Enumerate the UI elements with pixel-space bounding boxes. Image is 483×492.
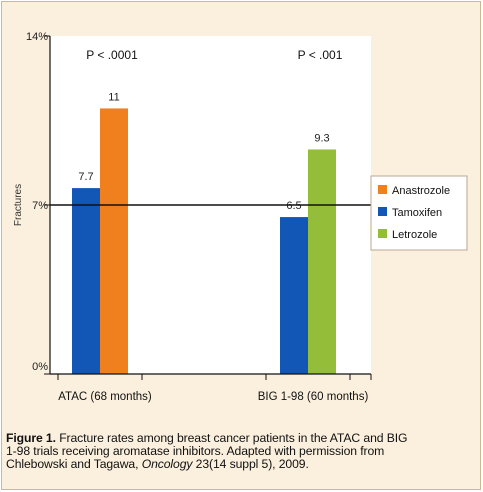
data-label-atac-tamoxifen: 7.7 xyxy=(78,171,93,183)
caption-line-2: 1-98 trials receiving aromatase inhibito… xyxy=(6,444,385,459)
legend-label-anastrozole: Anastrozole xyxy=(392,185,450,197)
y-axis-label: Fractures xyxy=(13,184,24,226)
bar-big198-tamoxifen xyxy=(280,217,308,374)
category-label-atac: ATAC (68 months) xyxy=(58,391,152,403)
caption-line-3a: Chlebowski and Tagawa, xyxy=(6,457,142,472)
legend-swatch-anastrozole xyxy=(378,185,387,194)
legend-swatch-letrozole xyxy=(378,229,387,238)
caption-line-3b: 23(14 suppl 5), 2009. xyxy=(192,457,309,472)
legend: Anastrozole Tamoxifen Letrozole xyxy=(370,175,468,251)
category-label-big198: BIG 1-98 (60 months) xyxy=(258,391,369,403)
y-tick-label: 0% xyxy=(32,361,48,373)
caption-line-1: Fracture rates among breast cancer patie… xyxy=(55,431,408,445)
caption-journal: Oncology xyxy=(141,457,193,472)
y-tick-label: 7% xyxy=(32,200,48,212)
bar-atac-tamoxifen xyxy=(72,188,100,374)
legend-label-letrozole: Letrozole xyxy=(392,229,437,241)
bar-big198-letrozole xyxy=(308,149,336,374)
bar-atac-anastrozole xyxy=(100,108,128,374)
legend-swatch-tamoxifen xyxy=(378,207,387,216)
data-label-atac-anastrozole: 11 xyxy=(108,91,119,103)
y-tick-label: 14% xyxy=(26,31,48,43)
figure-caption: Figure 1. Fracture rates among breast ca… xyxy=(6,431,472,472)
data-label-big198-tamoxifen: 6.5 xyxy=(286,200,301,212)
caption-label: Figure 1. xyxy=(6,431,56,445)
p-value-atac: P < .0001 xyxy=(86,48,138,62)
p-value-big198: P < .001 xyxy=(298,48,343,62)
legend-label-tamoxifen: Tamoxifen xyxy=(392,207,442,219)
bar-chart: 0% 7% 14% 7.7 11 P < .0001 6.5 9.3 P < .001 ATA… xyxy=(13,31,468,403)
data-label-big198-letrozole: 9.3 xyxy=(314,132,329,144)
